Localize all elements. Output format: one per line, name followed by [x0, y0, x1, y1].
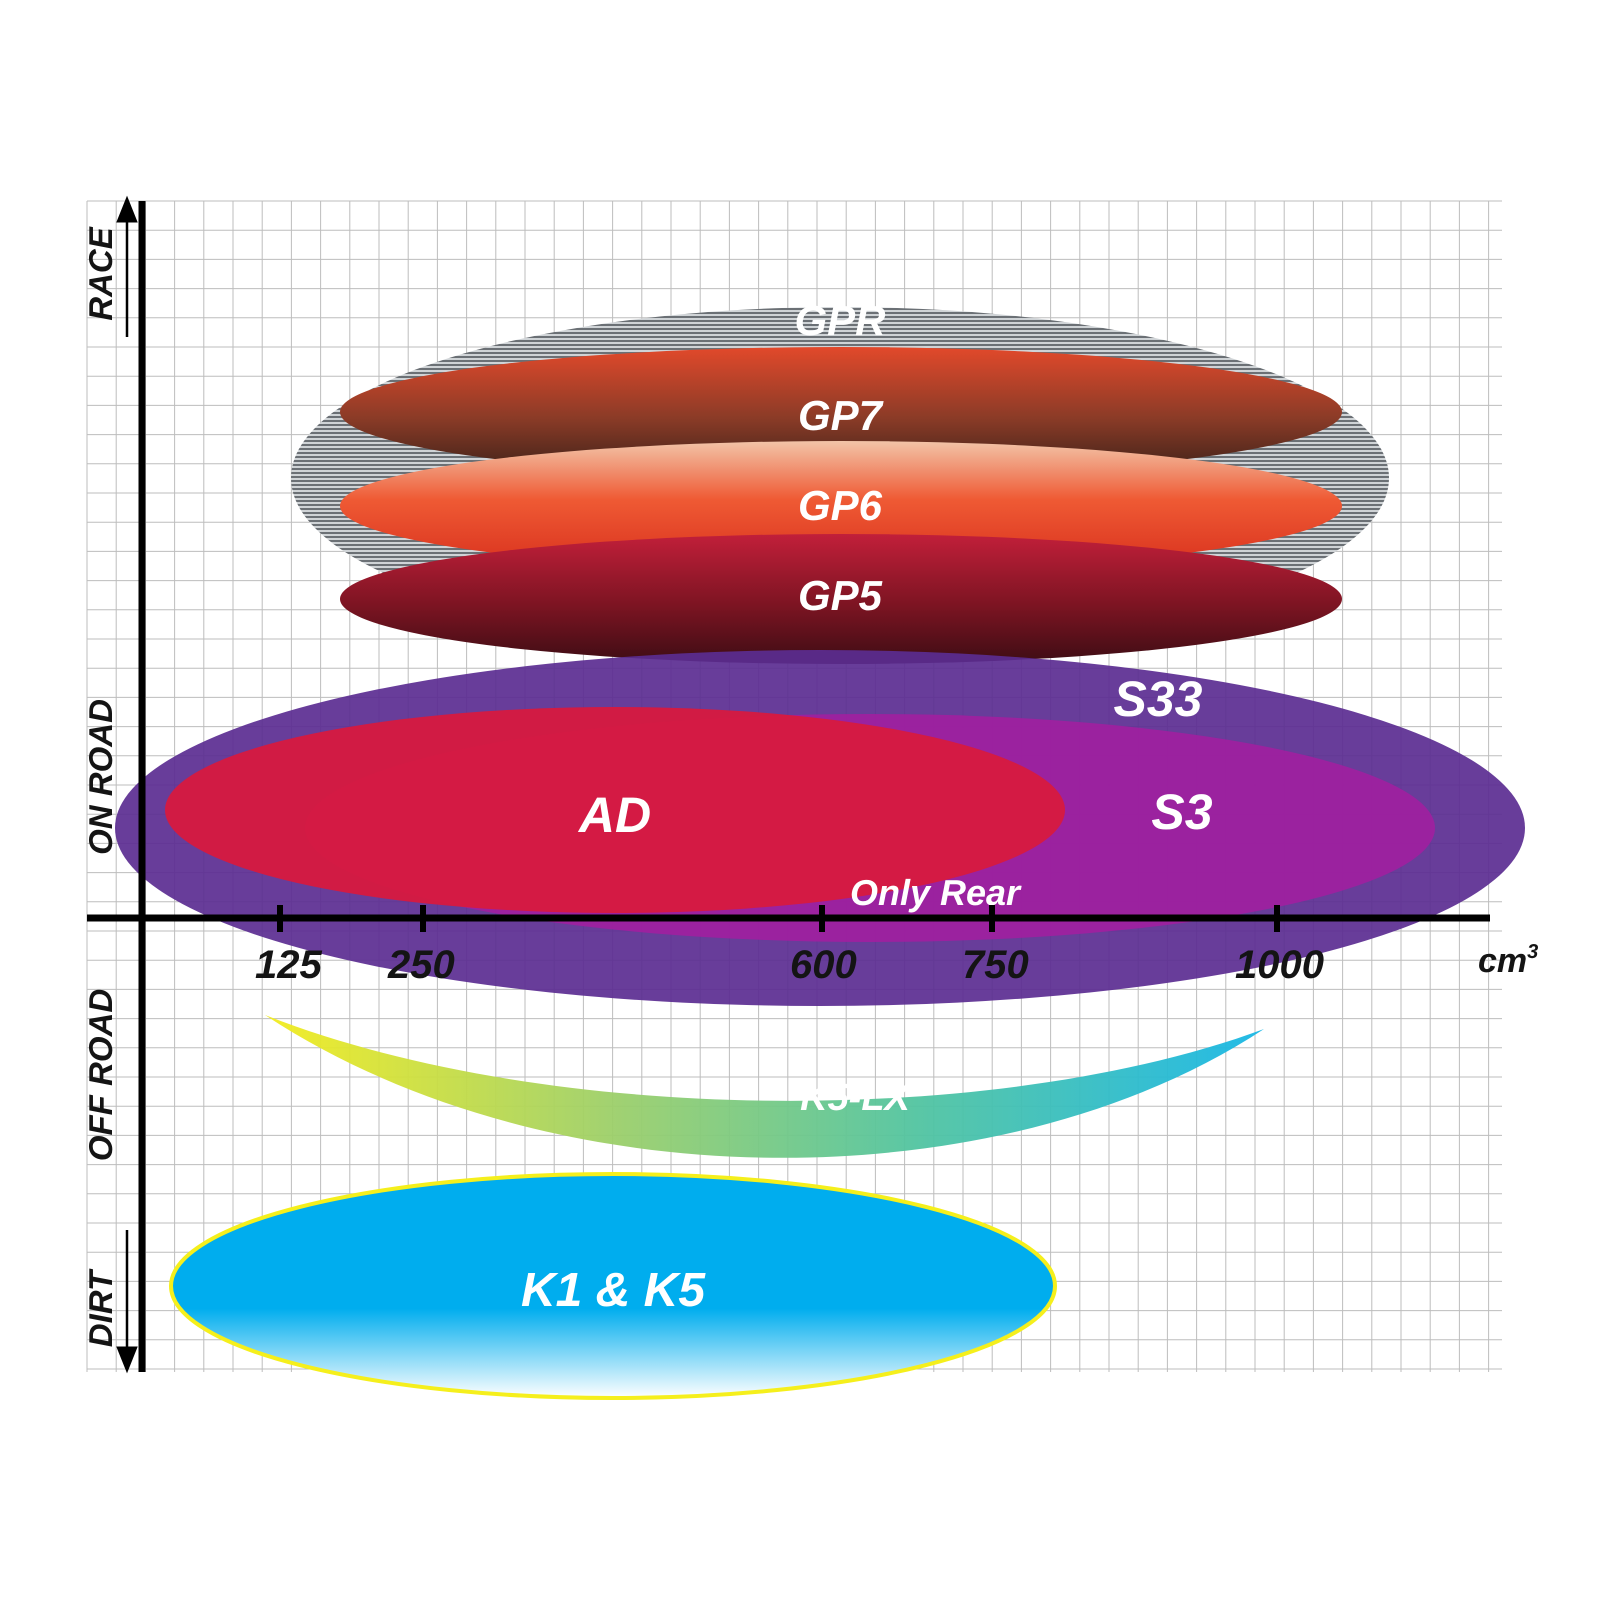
- svg-text:S3: S3: [1151, 784, 1212, 840]
- svg-text:K5-LX: K5-LX: [800, 1077, 912, 1119]
- svg-text:S33: S33: [1114, 671, 1203, 727]
- svg-text:GPR: GPR: [794, 297, 886, 344]
- svg-text:AD: AD: [577, 787, 651, 843]
- svg-text:250: 250: [387, 943, 455, 987]
- svg-text:125: 125: [255, 943, 322, 987]
- svg-text:RACE: RACE: [82, 226, 119, 320]
- svg-text:GP7: GP7: [798, 392, 884, 439]
- svg-text:750: 750: [962, 943, 1029, 987]
- svg-text:GP6: GP6: [798, 482, 883, 529]
- svg-text:Only Rear: Only Rear: [850, 872, 1022, 913]
- svg-text:600: 600: [790, 943, 857, 987]
- svg-text:GP5: GP5: [798, 572, 883, 619]
- svg-text:cm3: cm3: [1478, 941, 1538, 980]
- svg-text:ON ROAD: ON ROAD: [82, 699, 119, 855]
- svg-text:DIRT: DIRT: [82, 1268, 119, 1347]
- svg-text:OFF ROAD: OFF ROAD: [82, 989, 119, 1161]
- svg-text:1000: 1000: [1235, 943, 1324, 987]
- svg-text:K1 & K5: K1 & K5: [521, 1264, 706, 1317]
